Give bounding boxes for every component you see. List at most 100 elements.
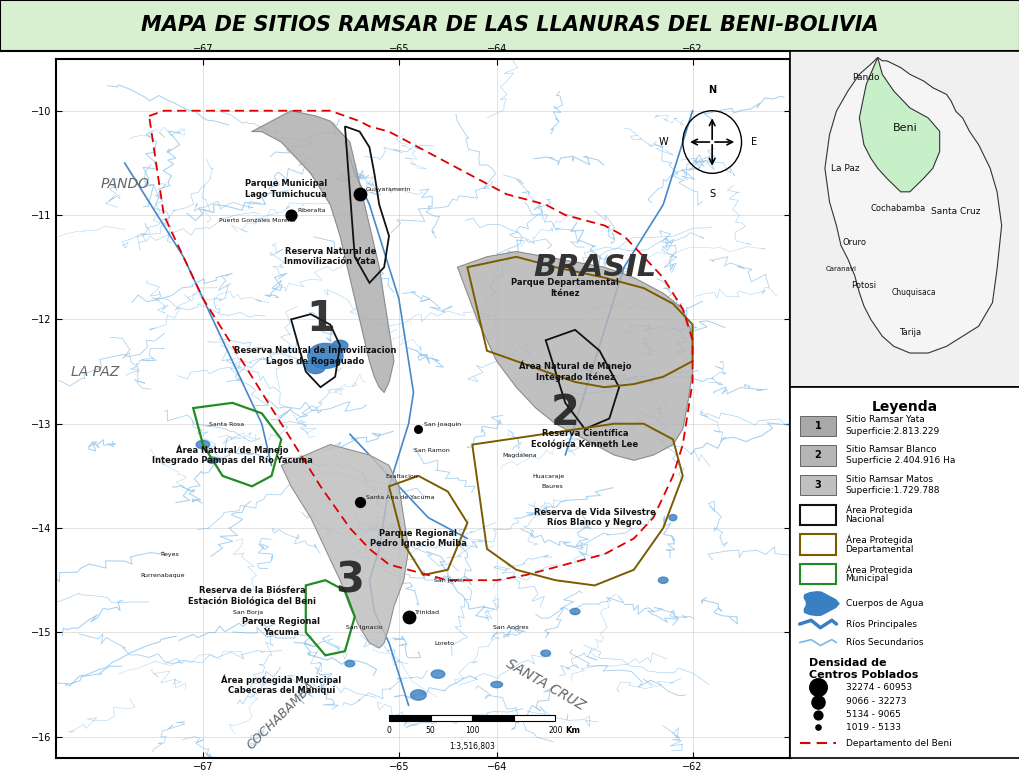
Text: Área protegida Municipal
Cabeceras del Maniqui: Área protegida Municipal Cabeceras del M… [221,674,341,695]
Bar [799,534,836,555]
Text: 2: 2 [814,450,820,460]
Text: Reserva Científica
Ecológica Kenneth Lee: Reserva Científica Ecológica Kenneth Lee [531,430,638,449]
Bar [430,715,472,721]
Text: Área Protegida: Área Protegida [845,505,911,515]
Text: San Andres: San Andres [492,626,528,630]
Text: Reyes: Reyes [160,552,178,558]
Text: Área Natural de Manejo
Integrado Iténez: Área Natural de Manejo Integrado Iténez [519,361,631,383]
Text: 32274 - 60953: 32274 - 60953 [845,683,911,692]
Text: San Javier: San Javier [434,579,465,583]
Text: Santa Ana de Yacuma: Santa Ana de Yacuma [365,495,434,500]
Text: Cuerpos de Agua: Cuerpos de Agua [845,599,922,608]
Text: Chuquisaca: Chuquisaca [892,288,935,297]
Text: Baures: Baures [541,484,562,490]
Polygon shape [308,344,342,369]
Text: LA PAZ: LA PAZ [71,365,119,379]
Text: Superficie:2.813.229: Superficie:2.813.229 [845,426,938,436]
Text: Puerto Gonzales Moreno: Puerto Gonzales Moreno [218,219,294,223]
Text: Rurrenabaque: Rurrenabaque [141,573,184,578]
Text: Departamento del Beni: Departamento del Beni [845,739,951,748]
Text: 1: 1 [306,298,334,341]
Text: Parque Municipal
Lago Tumichucua: Parque Municipal Lago Tumichucua [245,180,327,198]
Point [809,681,825,694]
Polygon shape [344,661,355,667]
Text: W: W [658,137,667,147]
Text: 200: 200 [547,726,562,735]
Text: Municipal: Municipal [845,574,889,583]
Text: N: N [707,85,715,95]
Text: Trinidad: Trinidad [414,610,439,615]
Text: Santa Rosa: Santa Rosa [209,422,244,427]
Polygon shape [411,690,426,701]
Polygon shape [803,592,838,615]
Text: Riberalta: Riberalta [297,208,325,213]
Polygon shape [540,650,550,656]
Text: SANTA CRUZ: SANTA CRUZ [503,656,587,713]
Text: Guayaramerin: Guayaramerin [365,187,411,192]
Polygon shape [657,577,667,583]
Text: Sitio Ramsar Yata: Sitio Ramsar Yata [845,415,923,425]
Text: Loreto: Loreto [434,641,453,646]
Text: Reserva Natural de Inmovilizacion
Lagos de Rogaguado: Reserva Natural de Inmovilizacion Lagos … [234,346,396,366]
Text: Densidad de: Densidad de [808,658,886,669]
Text: Área Natural de Manejo
Integrado Pampas del Río Yacuma: Área Natural de Manejo Integrado Pampas … [152,444,313,465]
Text: Sitio Ramsar Matos: Sitio Ramsar Matos [845,475,931,484]
Text: Tarija: Tarija [898,328,920,337]
Polygon shape [490,681,502,687]
Text: 1: 1 [814,420,820,430]
Bar [388,715,430,721]
Point [352,188,368,201]
Text: 1:3,516,803: 1:3,516,803 [449,742,494,751]
Bar [799,564,836,584]
Text: 3: 3 [814,480,820,490]
Text: Pando: Pando [852,73,879,82]
Text: MAPA DE SITIOS RAMSAR DE LAS LLANURAS DEL BENI-BOLIVIA: MAPA DE SITIOS RAMSAR DE LAS LLANURAS DE… [141,16,878,35]
Polygon shape [207,457,218,463]
Text: San Borja: San Borja [233,610,263,615]
Text: Área Protegida: Área Protegida [845,534,911,545]
Text: Ríos Secundarios: Ríos Secundarios [845,638,922,647]
Point [809,696,825,708]
Text: Oruro: Oruro [842,237,866,247]
Text: Reserva Natural de
Inmovilización Yata: Reserva Natural de Inmovilización Yata [284,247,376,266]
Point [809,721,825,733]
Point [352,496,368,508]
Bar [472,715,514,721]
Polygon shape [859,58,938,192]
Text: 50: 50 [425,726,435,735]
Text: Huacaraje: Huacaraje [532,474,564,479]
Polygon shape [332,341,347,351]
Text: San Ramon: San Ramon [414,448,449,453]
Text: Km: Km [565,726,580,735]
Text: Ríos Principales: Ríos Principales [845,619,916,629]
Text: Superficie 2.404.916 Ha: Superficie 2.404.916 Ha [845,456,954,465]
Polygon shape [824,58,1001,353]
Polygon shape [431,670,444,678]
Point [809,708,825,721]
Text: 3: 3 [335,559,364,601]
Text: 5134 - 9065: 5134 - 9065 [845,711,900,719]
Bar [799,445,836,465]
Point [410,423,426,435]
Text: Exaltacion: Exaltacion [385,474,418,479]
Polygon shape [668,515,677,521]
Bar [799,415,836,436]
Polygon shape [458,251,692,460]
Text: Centros Poblados: Centros Poblados [808,670,917,680]
Text: Nacional: Nacional [845,515,883,524]
Text: Santa Cruz: Santa Cruz [930,208,979,216]
Text: San Ignacio: San Ignacio [345,626,382,630]
Text: La Paz: La Paz [830,164,859,173]
Text: Parque Regional
Yacuma: Parque Regional Yacuma [243,618,320,637]
Text: Beni: Beni [892,123,917,133]
Text: 2: 2 [550,392,579,434]
Polygon shape [570,608,580,615]
Text: PANDO: PANDO [100,177,149,191]
Text: Parque Departamental
Iténez: Parque Departamental Iténez [511,278,619,298]
Bar [799,505,836,525]
Text: San Joaquin: San Joaquin [424,422,461,427]
Text: Departamental: Departamental [845,544,913,554]
Text: Reserva de la Biósfera
Estación Biológica del Beni: Reserva de la Biósfera Estación Biológic… [187,586,316,606]
Text: 9066 - 32273: 9066 - 32273 [845,697,905,707]
Text: Cochabamba: Cochabamba [870,204,925,213]
